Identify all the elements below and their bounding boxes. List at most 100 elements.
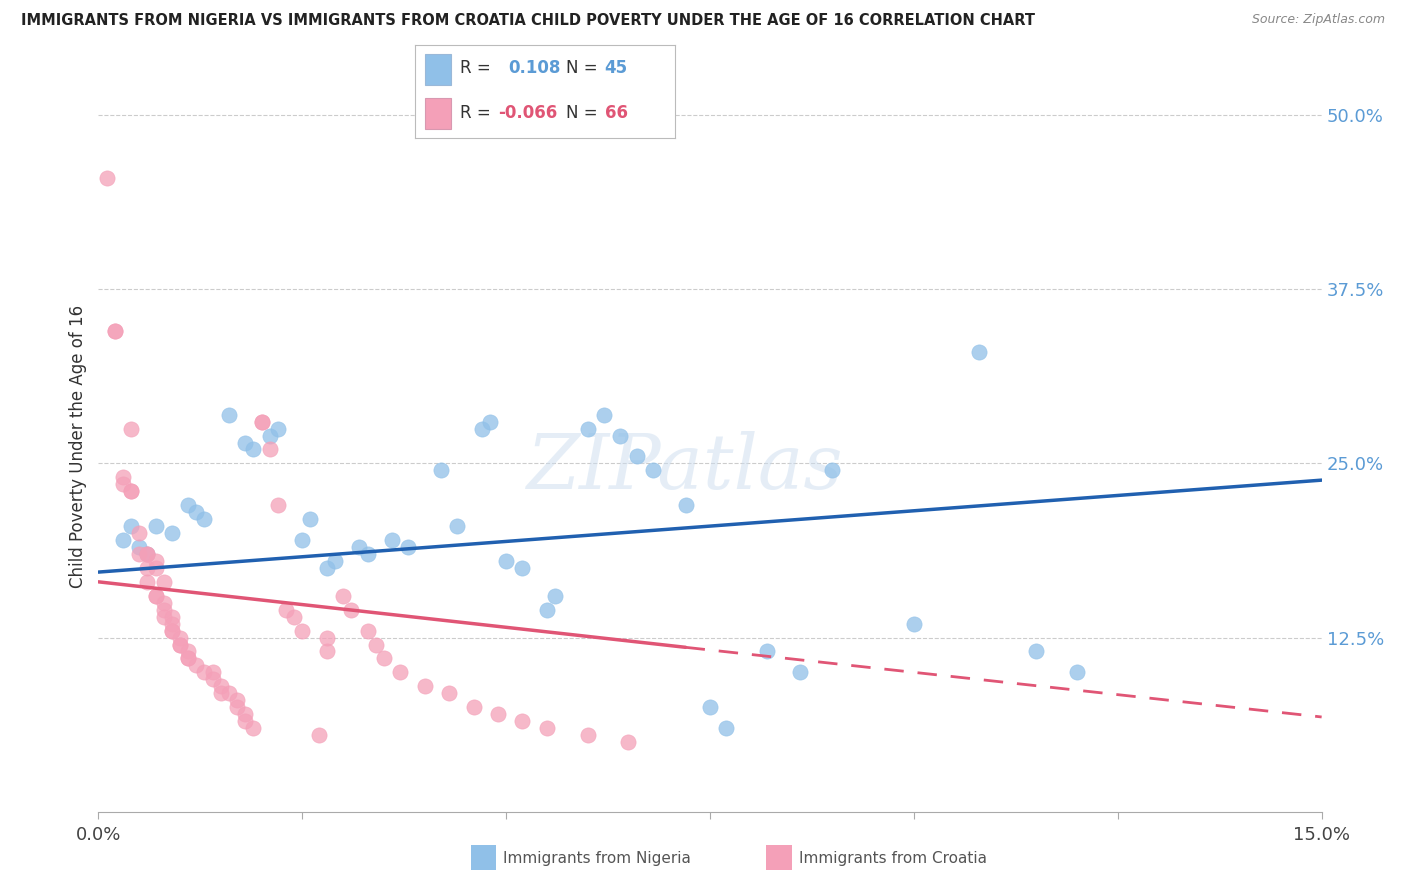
Point: [177, 651, 200, 665]
Point: [111, 470, 134, 484]
Point: [821, 463, 844, 477]
Point: [789, 665, 811, 680]
Point: [136, 547, 159, 561]
Point: [259, 442, 281, 457]
Point: [250, 415, 273, 429]
Point: [267, 421, 290, 435]
Point: [267, 498, 290, 512]
Text: 66: 66: [605, 103, 627, 121]
Point: [209, 686, 232, 700]
Point: [111, 533, 134, 547]
Point: [1066, 665, 1088, 680]
Point: [299, 512, 322, 526]
Point: [145, 561, 167, 575]
Point: [233, 707, 256, 722]
Point: [756, 644, 779, 658]
Point: [315, 561, 337, 575]
Point: [120, 421, 142, 435]
Text: N =: N =: [565, 103, 598, 121]
Point: [111, 477, 134, 491]
Point: [96, 170, 118, 185]
Point: [389, 665, 412, 680]
Text: 45: 45: [605, 60, 627, 78]
Point: [356, 624, 378, 638]
Point: [177, 651, 200, 665]
Text: -0.066: -0.066: [498, 103, 557, 121]
Point: [152, 609, 174, 624]
Text: Immigrants from Nigeria: Immigrants from Nigeria: [503, 851, 692, 865]
Text: R =: R =: [460, 60, 491, 78]
Point: [128, 540, 150, 554]
Point: [716, 721, 738, 735]
Point: [446, 519, 468, 533]
Point: [576, 421, 599, 435]
Point: [283, 609, 305, 624]
Point: [193, 665, 215, 680]
Point: [120, 484, 142, 499]
Point: [332, 589, 354, 603]
Point: [699, 700, 721, 714]
Point: [152, 603, 174, 617]
Point: [136, 547, 159, 561]
Point: [536, 721, 558, 735]
Point: [463, 700, 485, 714]
Point: [104, 324, 127, 338]
Point: [356, 547, 378, 561]
Point: [486, 707, 509, 722]
Point: [641, 463, 664, 477]
Text: ZIPatlas: ZIPatlas: [527, 431, 844, 505]
Point: [291, 624, 314, 638]
Text: Source: ZipAtlas.com: Source: ZipAtlas.com: [1251, 13, 1385, 27]
Point: [145, 519, 167, 533]
Point: [576, 728, 599, 742]
Point: [242, 721, 264, 735]
Point: [233, 714, 256, 728]
Point: [967, 345, 990, 359]
Point: [136, 547, 159, 561]
Point: [186, 658, 208, 673]
Point: [160, 624, 183, 638]
Point: [512, 714, 534, 728]
Point: [120, 519, 142, 533]
Point: [233, 435, 256, 450]
Point: [218, 408, 240, 422]
Point: [201, 665, 224, 680]
Bar: [425, 54, 451, 85]
Point: [617, 735, 640, 749]
Point: [315, 644, 337, 658]
Point: [136, 561, 159, 575]
Point: [160, 609, 183, 624]
Text: 0.108: 0.108: [509, 60, 561, 78]
Point: [903, 616, 925, 631]
Point: [169, 631, 191, 645]
Point: [177, 644, 200, 658]
Point: [381, 533, 404, 547]
Point: [437, 686, 460, 700]
Point: [145, 589, 167, 603]
Point: [226, 693, 249, 707]
Point: [152, 574, 174, 589]
Text: R =: R =: [460, 103, 491, 121]
Point: [209, 679, 232, 693]
Point: [675, 498, 697, 512]
Point: [177, 498, 200, 512]
Point: [169, 638, 191, 652]
Point: [145, 589, 167, 603]
Point: [544, 589, 567, 603]
Point: [128, 547, 150, 561]
Text: IMMIGRANTS FROM NIGERIA VS IMMIGRANTS FROM CROATIA CHILD POVERTY UNDER THE AGE O: IMMIGRANTS FROM NIGERIA VS IMMIGRANTS FR…: [21, 13, 1035, 29]
Point: [160, 624, 183, 638]
Point: [413, 679, 436, 693]
Point: [160, 526, 183, 541]
Point: [120, 484, 142, 499]
Point: [193, 512, 215, 526]
Point: [536, 603, 558, 617]
Point: [169, 638, 191, 652]
Point: [226, 700, 249, 714]
Point: [160, 616, 183, 631]
Point: [609, 428, 631, 442]
Text: N =: N =: [565, 60, 598, 78]
Point: [186, 505, 208, 519]
Point: [512, 561, 534, 575]
Point: [593, 408, 616, 422]
